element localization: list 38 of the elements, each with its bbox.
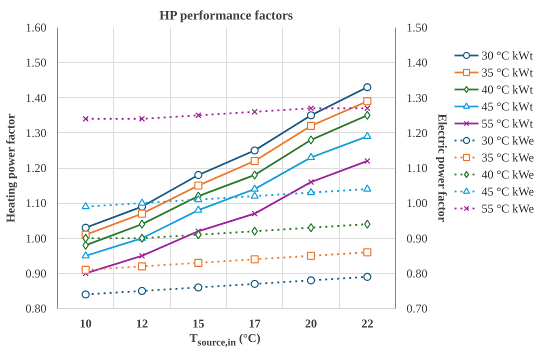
x-tick-label: 12 [136, 316, 148, 330]
y2-tick-label: 1.30 [406, 90, 428, 105]
legend-label: 40 °C kWt [482, 82, 534, 96]
legend-label: 35 °C kWe [482, 150, 534, 164]
y-tick-label: 1.40 [26, 90, 46, 105]
y2-tick-label: 1.40 [406, 56, 428, 70]
legend-label: 55 °C kWt [482, 116, 534, 130]
x-tick-label: 15 [192, 316, 204, 330]
legend-label: 45 °C kWe [482, 184, 534, 198]
x-tick-label: 10 [80, 316, 92, 330]
y-axis-title: Heating power factor [4, 112, 18, 223]
chart-title: HP performance factors [159, 8, 293, 22]
y2-axis-title: Electric power factor [436, 114, 450, 223]
legend-label: 30 °C kWe [482, 134, 534, 148]
x-axis-title: T$_{source,in}$ (°C) [190, 330, 260, 350]
x-tick-label: 17 [248, 316, 261, 330]
y-tick-label: 1.00 [26, 231, 46, 246]
y2-tick-label: 1.10 [406, 161, 428, 175]
y-tick-label: 0.80 [26, 302, 46, 316]
y2-tick-label: 0.70 [406, 302, 428, 316]
y-tick-label: 1.10 [26, 196, 46, 210]
y-tick-label: 1.30 [26, 126, 46, 140]
x-tick-label: 20 [305, 316, 317, 330]
y2-tick-label: 1.20 [406, 126, 428, 140]
legend-label: 35 °C kWt [482, 66, 534, 80]
y-tick-label: 1.20 [26, 161, 46, 175]
legend-label: 30 °C kWt [482, 48, 534, 62]
x-tick-label: 22 [361, 316, 374, 330]
legend-label: 40 °C kWe [482, 168, 534, 182]
y2-tick-label: 1.50 [406, 20, 428, 34]
y-tick-label: 1.50 [26, 56, 46, 70]
y2-tick-label: 0.80 [406, 266, 428, 280]
y-tick-label: 0.90 [26, 266, 46, 280]
y-tick-label: 1.60 [26, 20, 46, 34]
legend-label: 55 °C kWe [482, 202, 534, 216]
y2-tick-label: 0.90 [406, 231, 428, 246]
y2-tick-label: 1.00 [406, 196, 428, 210]
legend-label: 45 °C kWt [482, 100, 534, 114]
